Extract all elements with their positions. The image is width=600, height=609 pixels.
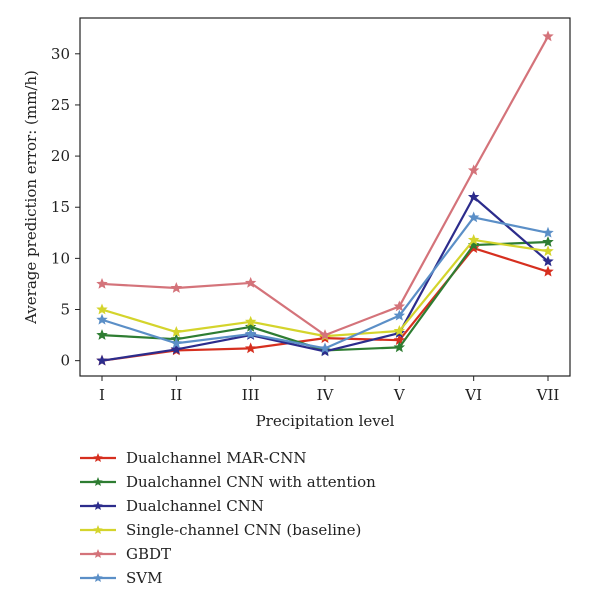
legend-marker	[93, 549, 103, 559]
legend-item: SVM	[80, 569, 162, 587]
data-point	[393, 341, 406, 353]
data-point	[542, 236, 554, 247]
y-tick-label: 25	[51, 96, 70, 114]
legend-label: SVM	[126, 569, 162, 587]
y-tick-label: 10	[51, 249, 70, 267]
x-tick-label: V	[393, 386, 406, 404]
plot-frame	[79, 17, 571, 377]
y-tick-label: 20	[51, 147, 70, 165]
series-layer	[96, 30, 554, 366]
legend-marker	[93, 477, 103, 487]
series-line	[101, 35, 549, 337]
y-tick-label: 15	[51, 198, 70, 216]
data-point	[393, 324, 406, 336]
legend-marker	[93, 525, 103, 535]
legend-label: Dualchannel CNN with attention	[126, 473, 376, 491]
x-axis: I II III IV V VI VII	[99, 376, 559, 404]
data-point	[467, 211, 480, 223]
x-tick-label: III	[242, 386, 260, 404]
legend-item: Single-channel CNN (baseline)	[80, 521, 361, 539]
x-axis-title: Precipitation level	[256, 412, 395, 430]
data-point	[542, 30, 554, 42]
data-point	[467, 191, 480, 202]
legend-label: Dualchannel MAR-CNN	[126, 449, 306, 467]
data-point	[96, 354, 108, 366]
x-tick-label: IV	[317, 386, 335, 404]
data-point	[96, 329, 108, 340]
x-tick-label: II	[170, 386, 182, 404]
data-point	[542, 245, 554, 257]
data-point	[467, 233, 480, 245]
data-point	[244, 276, 257, 288]
data-point	[96, 277, 108, 289]
series-5	[96, 211, 554, 354]
x-tick-label: I	[99, 386, 105, 404]
legend-item: Dualchannel CNN with attention	[80, 473, 376, 491]
data-point	[170, 326, 183, 337]
data-point	[542, 226, 554, 238]
legend-marker	[93, 501, 103, 511]
legend-item: GBDT	[80, 545, 171, 563]
data-point	[319, 329, 331, 340]
data-point	[319, 342, 331, 354]
y-axis-title: Average prediction error: (mm/h)	[22, 70, 40, 325]
data-point	[96, 303, 108, 315]
y-tick-label: 5	[60, 301, 70, 319]
x-tick-label: VII	[536, 386, 560, 404]
y-tick-label: 30	[51, 45, 70, 63]
data-point	[170, 282, 183, 293]
data-point	[170, 343, 183, 355]
data-point	[393, 300, 406, 312]
data-point	[542, 265, 554, 277]
legend-label: Dualchannel CNN	[126, 497, 264, 515]
x-tick-label: VI	[464, 386, 482, 404]
data-point	[542, 255, 554, 267]
legend-label: Single-channel CNN (baseline)	[126, 521, 361, 539]
legend-label: GBDT	[126, 545, 171, 563]
data-point	[96, 313, 108, 325]
data-point	[244, 328, 257, 339]
data-point	[467, 164, 480, 176]
legend-marker	[93, 453, 103, 463]
legend-item: Dualchannel MAR-CNN	[80, 449, 306, 467]
y-axis: 0 5 10 15 20 25 30	[51, 45, 80, 370]
legend-item: Dualchannel CNN	[80, 497, 264, 515]
y-tick-label: 0	[60, 352, 70, 370]
legend-marker	[93, 573, 103, 583]
series-4	[96, 30, 554, 340]
data-point	[244, 342, 257, 354]
data-point	[244, 315, 257, 327]
legend: Dualchannel MAR-CNN Dualchannel CNN with …	[80, 449, 376, 587]
data-point	[393, 309, 406, 321]
data-point	[170, 337, 183, 349]
